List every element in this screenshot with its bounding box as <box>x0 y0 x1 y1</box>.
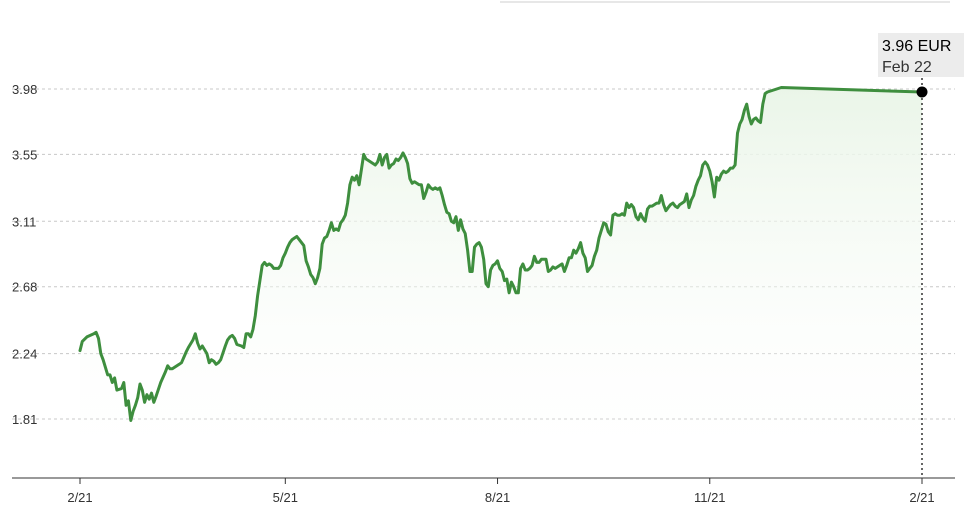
y-tick-label: 1.81 <box>12 412 37 427</box>
x-tick-label: 11/21 <box>694 490 726 505</box>
price-series-line <box>78 86 924 422</box>
tooltip-box <box>878 33 964 77</box>
price-area-fill <box>80 87 922 478</box>
x-tick-label: 8/21 <box>485 490 510 505</box>
x-tick-label: 2/21 <box>909 490 934 505</box>
tooltip-date: Feb 22 <box>882 59 932 76</box>
x-tick-label: 5/21 <box>273 490 298 505</box>
x-tick-label: 2/21 <box>67 490 92 505</box>
y-tick-label: 3.11 <box>12 214 36 229</box>
y-tick-label: 2.24 <box>12 347 37 362</box>
y-tick-label: 2.68 <box>12 280 37 295</box>
y-axis-tick-labels: 3.98 3.55 3.11 2.68 2.24 1.81 <box>12 82 37 427</box>
x-axis-ticks: 2/21 5/21 8/21 11/21 2/21 <box>67 478 935 505</box>
price-tooltip: 3.96 EUR Feb 22 <box>878 33 964 77</box>
y-tick-label: 3.55 <box>12 147 37 162</box>
last-price-marker <box>916 86 928 98</box>
tooltip-value: 3.96 EUR <box>882 38 951 55</box>
y-tick-label: 3.98 <box>12 82 37 97</box>
